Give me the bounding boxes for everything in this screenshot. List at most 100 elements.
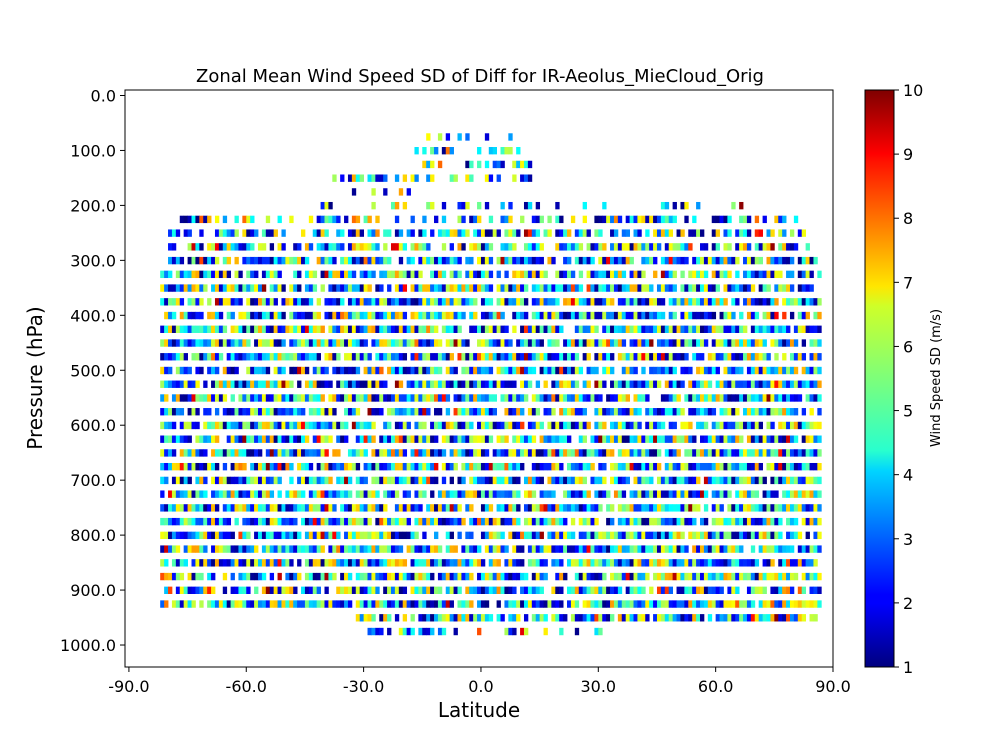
heatmap-cell (445, 490, 451, 498)
heatmap-cell (508, 627, 513, 636)
heatmap-cell (175, 394, 181, 402)
heatmap-cell (563, 366, 568, 375)
heatmap-cell (551, 476, 556, 485)
heatmap-cell (390, 586, 396, 594)
heatmap-cell (480, 229, 486, 237)
heatmap-cell (488, 462, 494, 471)
heatmap-cell (735, 600, 740, 608)
heatmap-cell (254, 572, 259, 581)
heatmap-cell (250, 353, 255, 361)
colorbar-tick-label: 6 (903, 337, 913, 356)
heatmap-cell (621, 490, 627, 498)
heatmap-cell (645, 284, 650, 292)
heatmap-cell (359, 614, 365, 622)
heatmap-cell (520, 174, 525, 182)
heatmap-cell (418, 256, 423, 265)
heatmap-cell (727, 366, 732, 375)
heatmap-cell (758, 284, 763, 292)
heatmap-cell (414, 504, 419, 512)
heatmap-cell (390, 408, 396, 416)
heatmap-cell (359, 572, 365, 581)
heatmap-cell (715, 600, 720, 608)
heatmap-cell (484, 394, 490, 402)
heatmap-cell (789, 353, 795, 361)
heatmap-cell (649, 298, 654, 306)
heatmap-cell (692, 504, 697, 512)
heatmap-cell (203, 504, 208, 512)
heatmap-cell (496, 380, 501, 388)
heatmap-cell (430, 339, 435, 347)
heatmap-cell (234, 421, 239, 430)
heatmap-cell (422, 408, 427, 416)
heatmap-cell (250, 243, 255, 251)
heatmap-cell (308, 490, 314, 498)
heatmap-cell (488, 339, 494, 347)
heatmap-cell (277, 284, 282, 292)
heatmap-cell (735, 572, 740, 581)
heatmap-cell (477, 270, 482, 279)
heatmap-cell (754, 517, 760, 526)
heatmap-cell (770, 380, 775, 388)
heatmap-cell (336, 353, 341, 361)
heatmap-cell (414, 572, 419, 581)
heatmap-cell (199, 325, 204, 333)
heatmap-cell (441, 449, 447, 457)
heatmap-cell (594, 572, 599, 581)
heatmap-cell (813, 504, 818, 512)
heatmap-cell (183, 215, 188, 224)
heatmap-cell (304, 531, 310, 540)
heatmap-cell (414, 476, 419, 485)
heatmap-cell (457, 243, 462, 251)
heatmap-cell (789, 517, 795, 526)
heatmap-cell (621, 476, 627, 485)
heatmap-cell (555, 517, 560, 526)
heatmap-cell (520, 284, 525, 292)
heatmap-cell (758, 243, 763, 251)
heatmap-cell (762, 394, 767, 402)
heatmap-cell (789, 229, 795, 237)
heatmap-cell (743, 339, 748, 347)
heatmap-cell (684, 339, 689, 347)
heatmap-cell (692, 435, 697, 443)
heatmap-cell (535, 325, 541, 333)
heatmap-cell (230, 229, 235, 237)
heatmap-cell (175, 435, 181, 443)
heatmap-cell (746, 421, 752, 430)
heatmap-cell (696, 366, 701, 375)
heatmap-cell (214, 366, 220, 375)
heatmap-cell (629, 311, 634, 320)
heatmap-cell (218, 339, 224, 347)
heatmap-cell (782, 394, 787, 402)
heatmap-cell (692, 325, 697, 333)
heatmap-cell (379, 572, 384, 581)
heatmap-cell (789, 380, 795, 388)
heatmap-cell (625, 435, 630, 443)
heatmap-cell (414, 600, 419, 608)
heatmap-cell (637, 572, 642, 581)
heatmap-cell (211, 270, 216, 279)
heatmap-cell (418, 462, 423, 471)
heatmap-cell (257, 435, 263, 443)
heatmap-cell (254, 435, 259, 443)
heatmap-cell (770, 311, 775, 320)
heatmap-cell (187, 408, 192, 416)
heatmap-cell (359, 559, 365, 567)
heatmap-cell (355, 256, 361, 265)
heatmap-cell (371, 559, 376, 567)
heatmap-cell (496, 559, 501, 567)
heatmap-cell (257, 325, 263, 333)
heatmap-cell (743, 600, 748, 608)
heatmap-cell (250, 394, 255, 402)
x-tick-label: 30.0 (580, 677, 616, 696)
heatmap-cell (230, 284, 235, 292)
heatmap-cell (696, 614, 701, 622)
heatmap-cell (762, 449, 767, 457)
heatmap-cell (617, 545, 623, 553)
heatmap-cell (703, 435, 709, 443)
heatmap-cell (316, 394, 321, 402)
heatmap-cell (539, 325, 544, 333)
heatmap-cell (203, 586, 208, 594)
heatmap-cell (340, 270, 345, 279)
heatmap-cell (332, 243, 337, 251)
heatmap-cell (289, 353, 294, 361)
